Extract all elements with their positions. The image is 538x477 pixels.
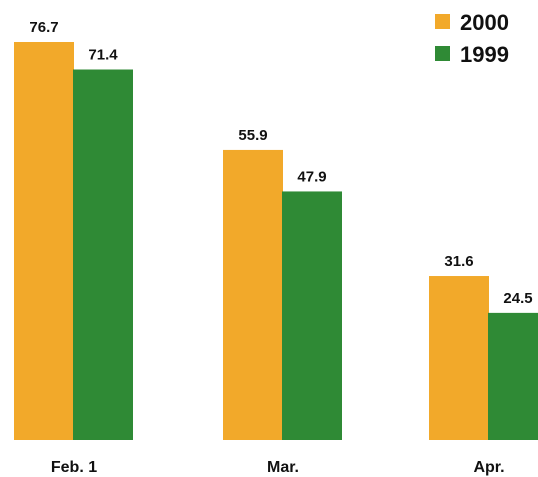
value-label-2000-1: 55.9 — [238, 127, 267, 144]
value-label-1999-0: 71.4 — [88, 47, 118, 64]
bars-group — [14, 42, 538, 441]
category-label-1: Mar. — [267, 459, 299, 476]
value-label-2000-2: 31.6 — [444, 253, 473, 270]
value-label-1999-1: 47.9 — [297, 168, 326, 185]
value-labels-group: 76.7 71.4 55.9 47.9 31.6 24.5 — [29, 19, 532, 307]
category-label-0: Feb. 1 — [51, 459, 97, 476]
bar-2000-2 — [429, 276, 489, 440]
bar-1999-1 — [282, 191, 342, 440]
value-label-1999-2: 24.5 — [503, 290, 532, 307]
value-label-2000-0: 76.7 — [29, 19, 58, 36]
legend: 2000 1999 — [435, 10, 509, 67]
bar-2000-0 — [14, 42, 74, 440]
bar-2000-1 — [223, 149, 283, 441]
legend-label-1999: 1999 — [460, 42, 509, 67]
legend-label-2000: 2000 — [460, 10, 509, 35]
legend-swatch-2000 — [435, 14, 450, 29]
legend-swatch-1999 — [435, 46, 450, 61]
bar-1999-2 — [488, 312, 538, 440]
category-labels-group: Feb. 1 Mar. Apr. — [51, 459, 505, 476]
bar-1999-0 — [73, 69, 133, 440]
category-label-2: Apr. — [473, 459, 504, 476]
